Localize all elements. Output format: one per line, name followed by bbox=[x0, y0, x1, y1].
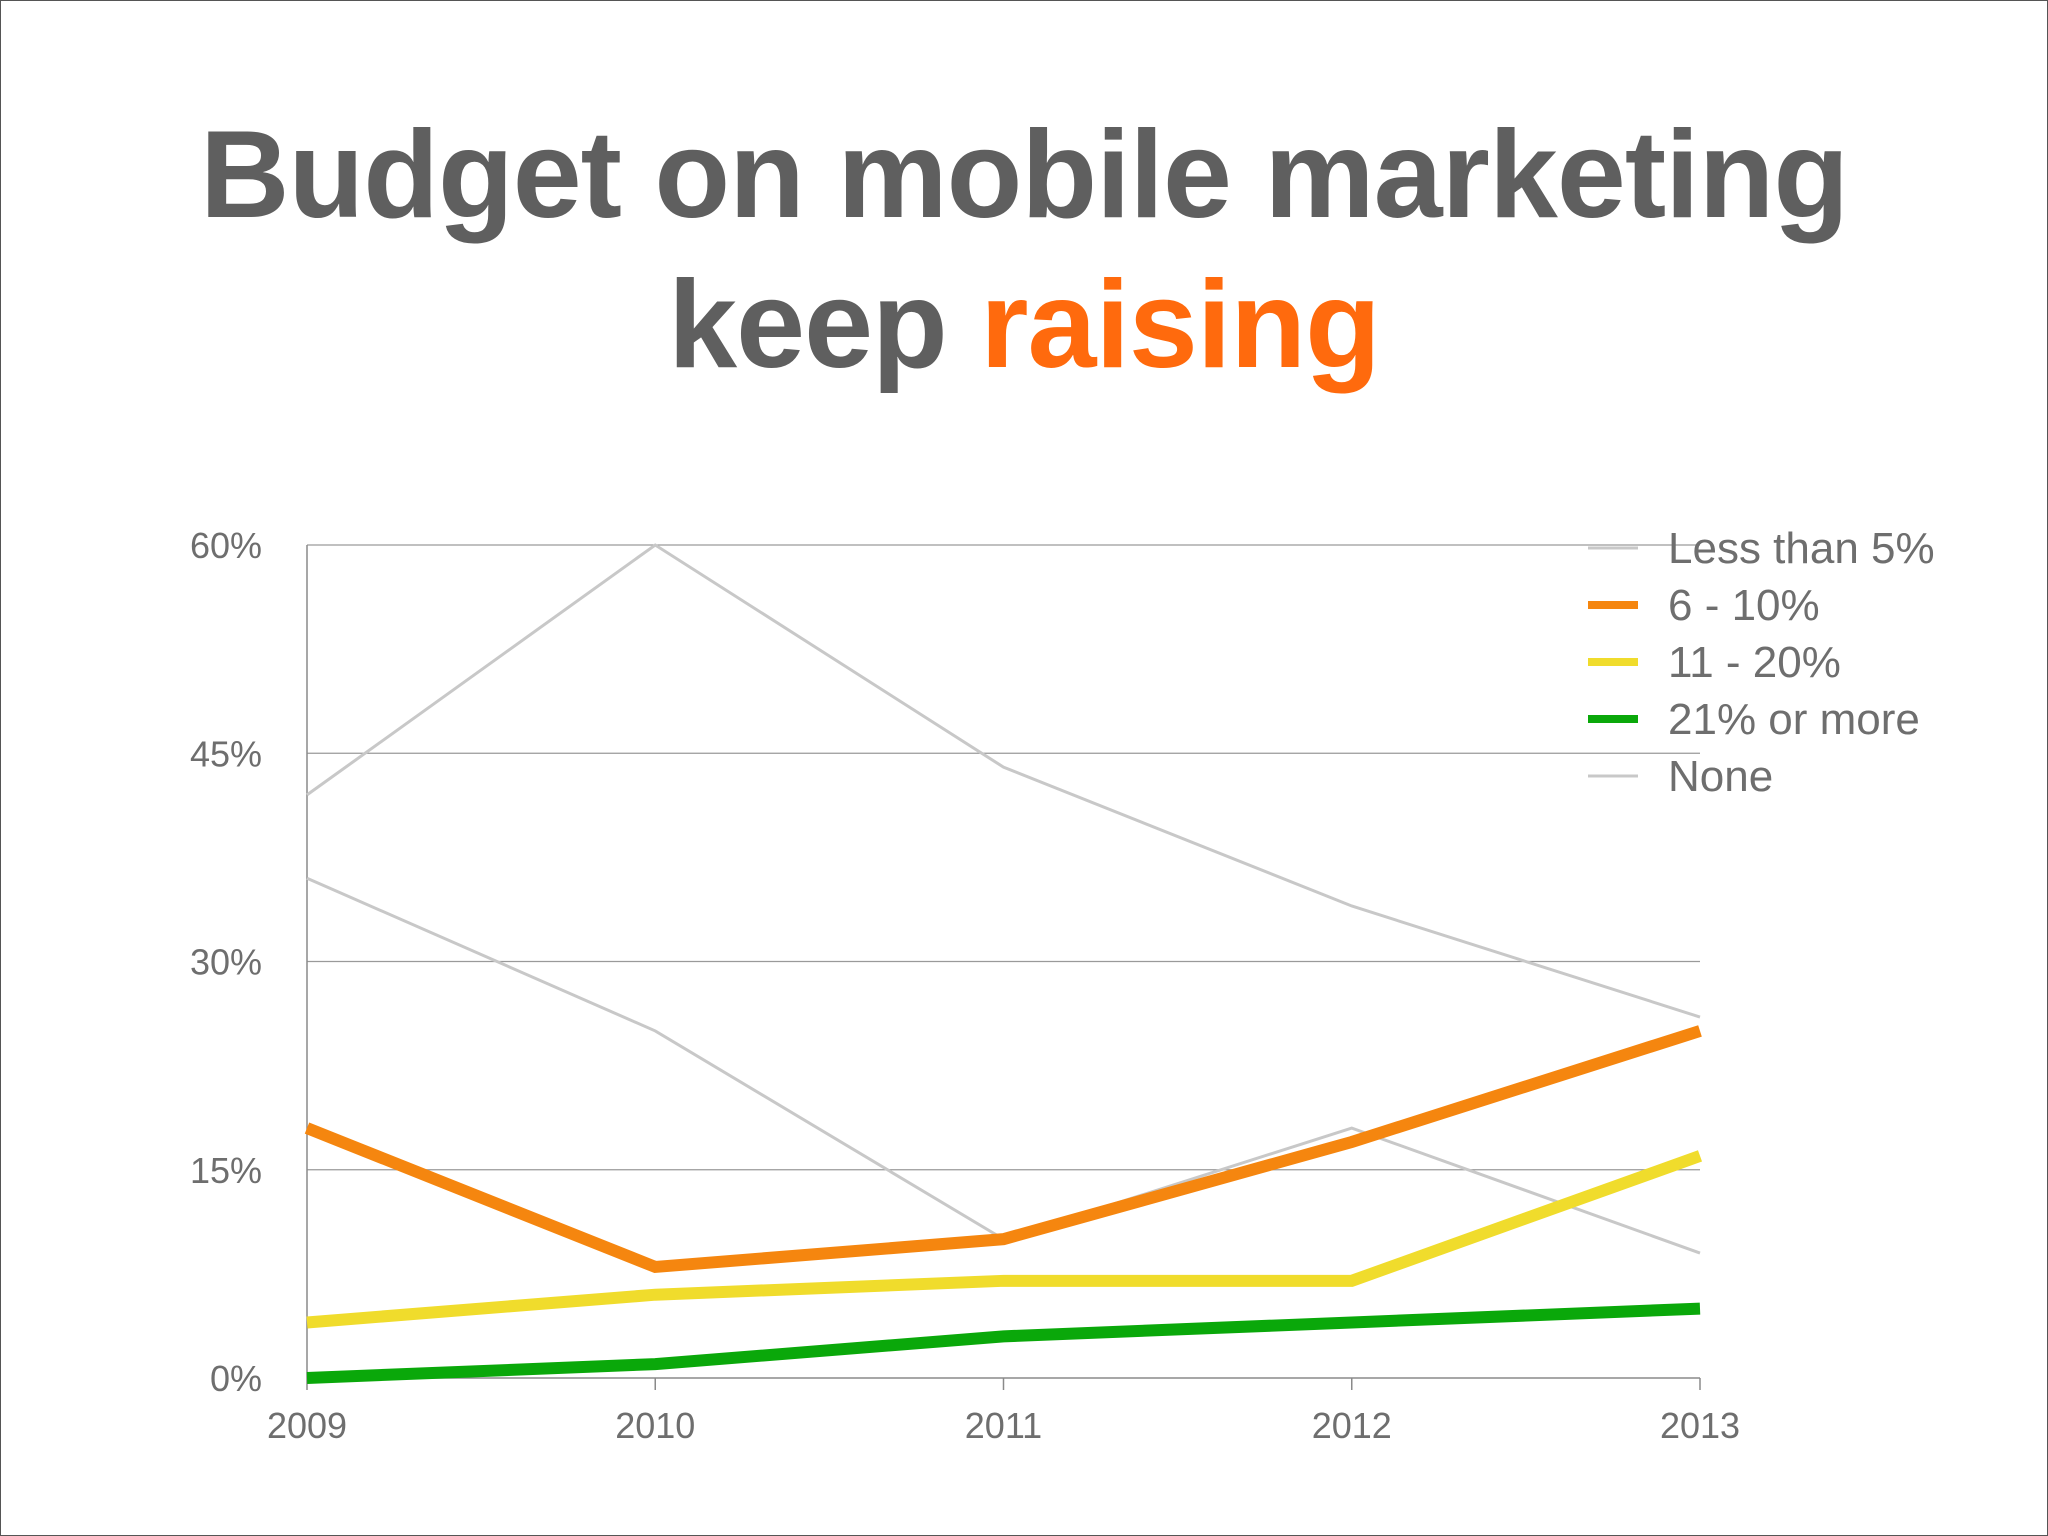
legend-label-none: None bbox=[1668, 752, 1773, 801]
y-tick-label: 30% bbox=[190, 942, 262, 983]
grid-lines bbox=[307, 544, 1700, 1379]
series-line-21-or-more bbox=[306, 1302, 1701, 1384]
title-line-1: Budget on mobile marketing bbox=[199, 106, 1849, 244]
y-tick-label: 15% bbox=[190, 1150, 262, 1191]
legend-label-21-or-more: 21% or more bbox=[1668, 695, 1920, 744]
legend-label-less-than-5: Less than 5% bbox=[1668, 524, 1935, 573]
series-line-6-10 bbox=[304, 1025, 1702, 1274]
y-tick-label: 60% bbox=[190, 525, 262, 566]
legend-label-11-20: 11 - 20% bbox=[1668, 638, 1841, 687]
series-line-11-20 bbox=[306, 1150, 1703, 1329]
legend: Less than 5% 6 - 10% 11 - 20% 21% or more No… bbox=[1588, 524, 1935, 801]
x-tick-label: 2009 bbox=[267, 1405, 347, 1446]
x-tick-label: 2011 bbox=[965, 1405, 1042, 1446]
y-tick-label: 45% bbox=[190, 733, 262, 774]
x-tick-label: 2012 bbox=[1312, 1405, 1392, 1446]
x-tick-label: 2013 bbox=[1660, 1405, 1740, 1446]
slide-title: Budget on mobile marketing keep raising bbox=[0, 100, 2048, 400]
x-tick-label: 2010 bbox=[615, 1405, 695, 1446]
y-tick-label: 0% bbox=[210, 1358, 262, 1399]
series-line-none bbox=[306, 876, 1701, 1255]
title-word-keep: keep bbox=[668, 256, 948, 394]
title-word-raising: raising bbox=[980, 256, 1381, 394]
series-lines bbox=[304, 543, 1703, 1384]
title-line-2: keep raising bbox=[0, 250, 2048, 400]
legend-label-6-10: 6 - 10% bbox=[1668, 581, 1820, 630]
series-line-less-than-5 bbox=[306, 543, 1701, 1019]
axes: 0% 15% 30% 45% 60% 2009 2010 2011 2012 2013 bbox=[190, 525, 1740, 1446]
